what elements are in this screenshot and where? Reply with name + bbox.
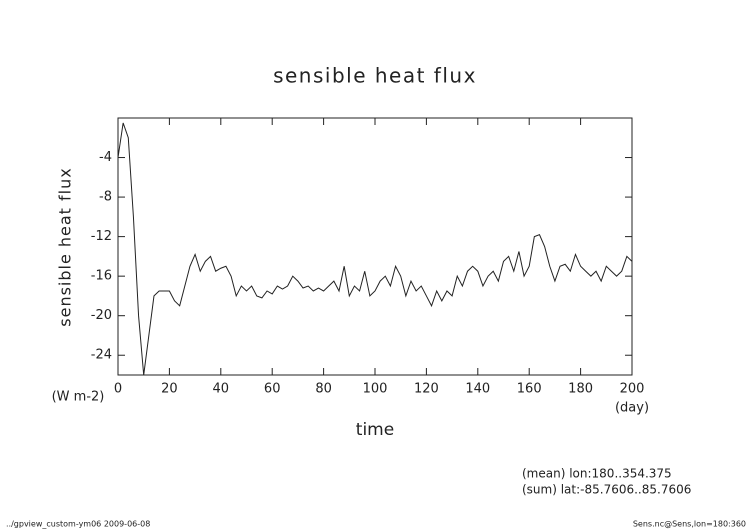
x-tick-label: 120 <box>414 382 439 397</box>
y-tick-label: -20 <box>91 308 112 323</box>
x-axis-label: time <box>356 420 394 440</box>
footer-right: Sens.nc@Sens,lon=180:360 <box>633 520 746 529</box>
chart-title: sensible heat flux <box>273 64 477 88</box>
y-tick-label: -4 <box>99 150 112 165</box>
y-tick-label: -8 <box>99 190 112 205</box>
x-tick-label: 40 <box>213 382 230 397</box>
x-unit: (day) <box>615 401 649 416</box>
plot-frame <box>117 117 633 376</box>
y-unit: (W m-2) <box>52 390 105 405</box>
x-tick-label: 180 <box>568 382 593 397</box>
x-tick-label: 160 <box>517 382 542 397</box>
y-axis-label: sensible heat flux <box>56 167 75 326</box>
x-tick-label: 20 <box>161 382 178 397</box>
footer-left: ../gpview_custom-ym06 2009-06-08 <box>6 520 150 529</box>
x-tick-label: 0 <box>114 382 122 397</box>
line <box>117 122 633 376</box>
x-tick-label: 80 <box>315 382 332 397</box>
x-tick-label: 60 <box>264 382 281 397</box>
y-tick-label: -16 <box>91 269 112 284</box>
note: (sum) lat:-85.7606..85.7606 <box>522 483 691 497</box>
y-tick-label: -24 <box>91 348 112 363</box>
y-tick-label: -12 <box>91 229 112 244</box>
x-tick-label: 100 <box>363 382 388 397</box>
note: (mean) lon:180..354.375 <box>522 467 672 481</box>
x-tick-label: 140 <box>465 382 490 397</box>
x-tick-label: 200 <box>620 382 645 397</box>
